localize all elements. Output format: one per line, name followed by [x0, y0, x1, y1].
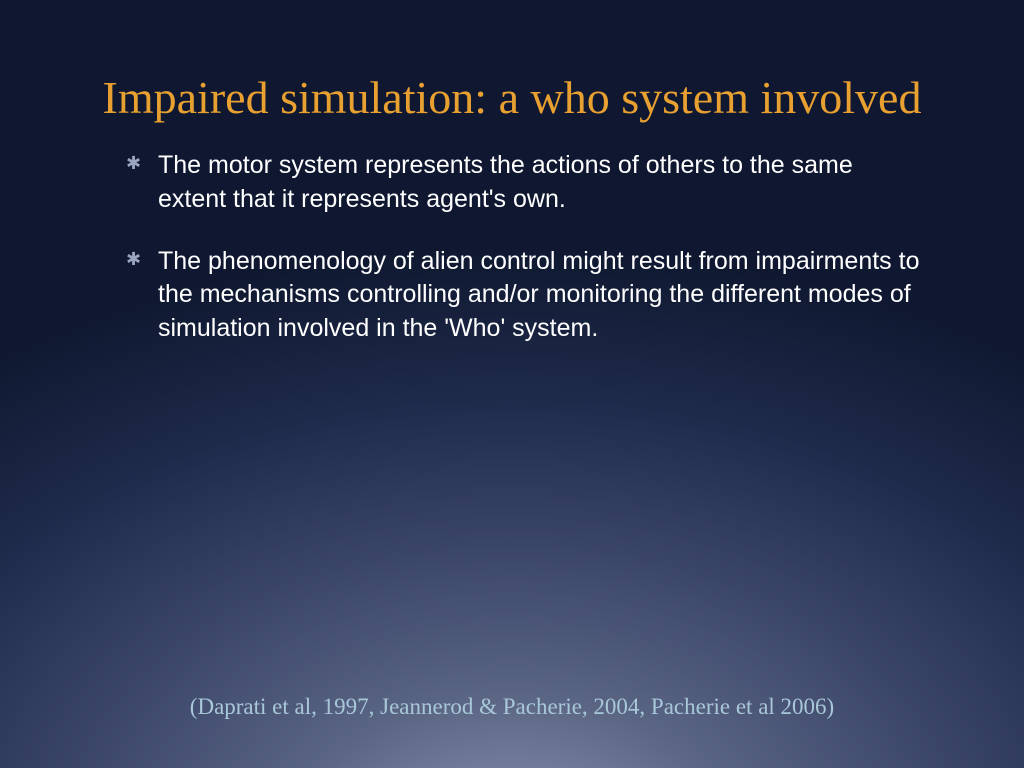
- bullet-item: The motor system represents the actions …: [130, 149, 924, 217]
- citation-text: (Daprati et al, 1997, Jeannerod & Pacher…: [0, 694, 1024, 720]
- bullet-item: The phenomenology of alien control might…: [130, 245, 924, 346]
- slide-container: Impaired simulation: a who system involv…: [0, 0, 1024, 768]
- bullet-list: The motor system represents the actions …: [100, 149, 924, 374]
- slide-title: Impaired simulation: a who system involv…: [100, 70, 924, 125]
